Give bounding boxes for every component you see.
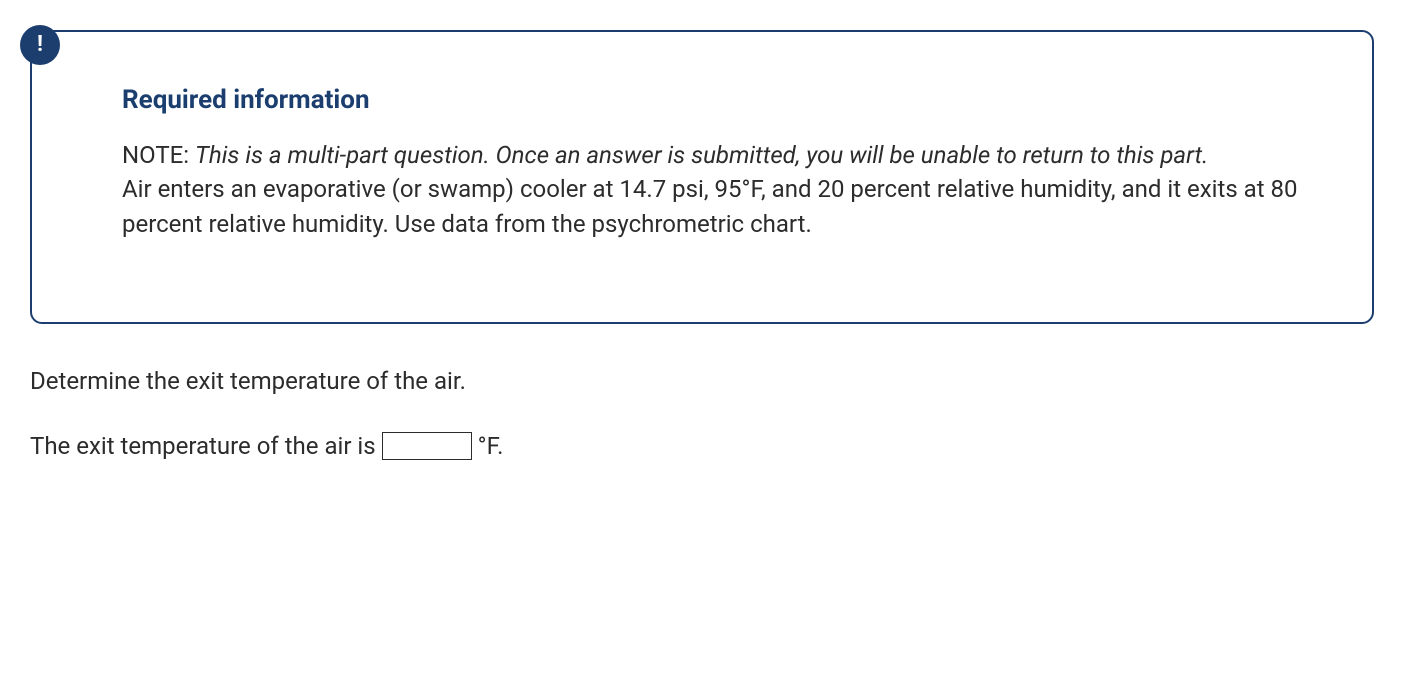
- note-italic-text: This is a multi-part question. Once an a…: [195, 141, 1208, 169]
- note-label: NOTE:: [122, 141, 195, 169]
- problem-statement: Air enters an evaporative (or swamp) coo…: [122, 175, 1298, 238]
- answer-unit: °F.: [478, 429, 504, 464]
- info-title: Required information: [122, 82, 1302, 120]
- note-block: NOTE: This is a multi-part question. Onc…: [122, 138, 1302, 242]
- question-section: Determine the exit temperature of the ai…: [20, 364, 1374, 464]
- alert-icon: !: [20, 25, 60, 65]
- question-prompt: Determine the exit temperature of the ai…: [30, 364, 1374, 399]
- answer-input[interactable]: [382, 432, 472, 460]
- required-info-container: ! Required information NOTE: This is a m…: [20, 30, 1374, 324]
- answer-line: The exit temperature of the air is °F.: [30, 429, 1374, 464]
- info-box: Required information NOTE: This is a mul…: [30, 30, 1374, 324]
- answer-prefix: The exit temperature of the air is: [30, 429, 376, 464]
- alert-icon-symbol: !: [37, 29, 43, 61]
